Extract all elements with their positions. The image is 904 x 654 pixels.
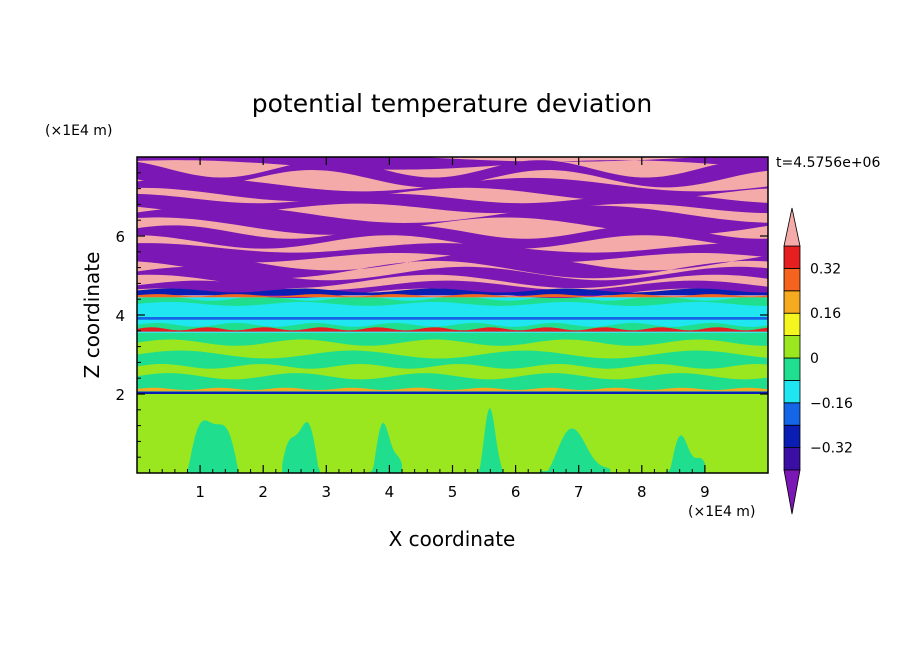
colorbar-box [783,402,801,426]
purple-stripe [137,243,768,263]
blue-line-2 [137,391,768,394]
y-tick-label: 6 [115,228,125,246]
y-tick-label: 4 [115,307,125,325]
colorbar-label: −0.32 [810,441,853,457]
colorbar: 0.32 0.16 0 −0.16 −0.32 [783,207,853,515]
x-tick-label: 3 [322,483,332,501]
colorbar-label: −0.16 [810,396,853,412]
colorbar-box [783,424,801,449]
x-axis-label: X coordinate [389,527,516,551]
x-unit-label: (×1E4 m) [688,504,755,520]
x-tick-label: 2 [258,483,268,501]
x-tick-label: 5 [448,483,458,501]
colorbar-box [783,267,801,292]
x-tick-label: 9 [700,483,710,501]
colorbar-box [783,245,801,269]
orange-line-2 [137,387,768,392]
purple-stripe [137,252,768,279]
lime-streak [137,339,768,359]
heatmap-field [137,157,768,473]
colorbar-box [783,379,801,404]
field-lower-lime [137,392,768,473]
purple-stripe [137,177,768,202]
purple-stripe [137,266,768,289]
axis-ticks: 1 2 3 4 5 6 7 8 9 2 4 6 [115,157,768,501]
red-streak [137,294,768,298]
time-label: t=4.5756e+06 [776,155,880,171]
green-streak [137,296,768,306]
chart-title: potential temperature deviation [252,89,652,118]
purple-stripe [137,205,768,235]
y-unit-label: (×1E4 m) [45,123,112,139]
lime-streak [137,363,768,380]
colorbar-extend-bottom [783,469,801,515]
x-tick-label: 1 [195,483,205,501]
colorbar-label: 0 [810,351,819,367]
plume [667,435,705,473]
colorbar-box [783,335,801,359]
colorbar-box [783,447,801,471]
plume [477,408,503,473]
x-tick-label: 4 [385,483,395,501]
x-tick-label: 7 [574,483,584,501]
y-tick-label: 2 [115,386,125,404]
plume [187,420,238,473]
colorbar-extend-top [783,207,801,247]
purple-stripe [137,160,768,188]
plume [282,421,320,473]
red-streak [137,327,768,332]
purple-stripe [137,225,768,249]
y-axis-label: Z coordinate [80,252,104,379]
colorbar-box [783,290,801,314]
plume [370,422,403,473]
colorbar-box [783,357,801,381]
colorbar-box [783,312,801,337]
colorbar-label: 0.32 [810,261,841,277]
x-tick-label: 8 [637,483,647,501]
plume [540,428,611,473]
colorbar-label: 0.16 [810,306,841,322]
blue-line-4 [137,316,768,320]
navy-streak [137,288,768,296]
x-tick-label: 6 [511,483,521,501]
